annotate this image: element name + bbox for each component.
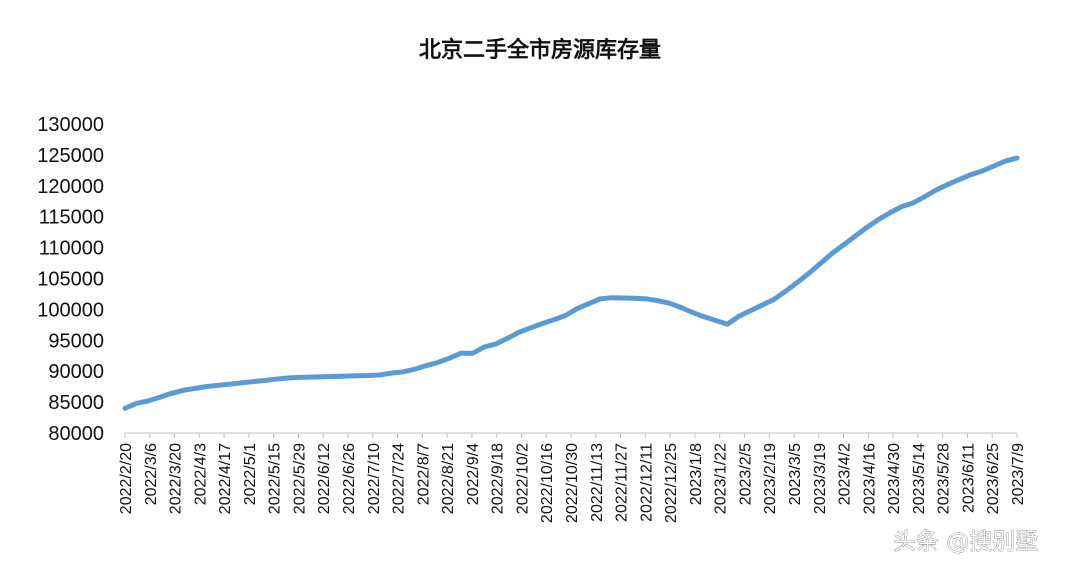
y-tick-label: 80000 xyxy=(48,423,104,445)
x-tick-label: 2023/4/30 xyxy=(886,443,903,514)
x-tick-label: 2023/1/22 xyxy=(713,443,730,514)
x-tick-label: 2023/2/19 xyxy=(762,443,779,514)
x-tick-label: 2022/7/10 xyxy=(366,443,383,514)
y-tick-label: 130000 xyxy=(37,114,104,136)
x-tick-label: 2023/2/5 xyxy=(737,443,754,505)
x-tick-label: 2023/4/16 xyxy=(861,443,878,514)
x-tick-label: 2023/5/14 xyxy=(911,443,928,514)
watermark-text: 头条 @搜别墅 xyxy=(893,529,1038,555)
x-tick-label: 2022/12/25 xyxy=(663,443,680,523)
series-line xyxy=(122,155,1020,411)
x-tick-label: 2022/3/6 xyxy=(143,443,160,505)
y-tick-label: 105000 xyxy=(37,269,104,291)
chart-title: 北京二手全市房源库存量 xyxy=(419,37,661,63)
x-tick-label: 2022/3/20 xyxy=(168,443,185,514)
x-tick-label: 2022/8/7 xyxy=(415,443,432,505)
y-axis-ticks: 130000 125000 120000 115000 110000 105000 1000… xyxy=(37,114,104,445)
x-tick-label: 2022/2/20 xyxy=(118,443,135,514)
x-tick-label: 2022/9/4 xyxy=(465,443,482,505)
x-tick-label: 2023/3/5 xyxy=(787,443,804,505)
x-axis-ticks: 2022/2/20 2022/3/6 2022/3/20 2022/4/3 2022/4… xyxy=(118,433,1027,523)
x-tick-label: 2023/6/25 xyxy=(985,443,1002,514)
x-tick-label: 2023/3/19 xyxy=(812,443,829,514)
x-tick-label: 2022/4/3 xyxy=(192,443,209,505)
y-tick-label: 125000 xyxy=(37,145,104,167)
x-tick-label: 2022/6/26 xyxy=(341,443,358,514)
x-tick-label: 2023/5/28 xyxy=(936,443,953,514)
x-tick-label: 2022/12/11 xyxy=(638,443,655,522)
y-tick-label: 85000 xyxy=(48,392,104,414)
y-tick-label: 95000 xyxy=(48,330,104,352)
x-tick-label: 2023/7/9 xyxy=(1010,443,1027,505)
x-tick-label: 2022/10/16 xyxy=(539,443,556,523)
y-tick-label: 115000 xyxy=(39,207,104,229)
x-tick-label: 2022/5/15 xyxy=(267,443,284,514)
x-tick-label: 2023/4/2 xyxy=(837,443,854,505)
y-tick-label: 100000 xyxy=(37,299,104,321)
y-tick-label: 90000 xyxy=(48,361,104,383)
x-tick-label: 2023/1/8 xyxy=(688,443,705,505)
x-tick-label: 2022/11/13 xyxy=(589,443,606,522)
x-tick-label: 2022/6/12 xyxy=(316,443,333,514)
y-tick-label: 110000 xyxy=(39,238,104,260)
y-tick-label: 120000 xyxy=(37,176,104,198)
x-tick-label: 2022/5/1 xyxy=(242,443,259,505)
x-tick-label: 2022/9/18 xyxy=(490,443,507,514)
x-tick-label: 2022/7/24 xyxy=(391,443,408,514)
x-tick-label: 2022/10/2 xyxy=(514,443,531,514)
x-tick-label: 2022/10/30 xyxy=(564,443,581,523)
x-tick-label: 2022/8/21 xyxy=(440,443,457,514)
x-tick-label: 2023/6/11 xyxy=(960,443,977,513)
x-tick-label: 2022/4/17 xyxy=(217,443,234,514)
x-tick-label: 2022/5/29 xyxy=(291,443,308,514)
x-tick-label: 2022/11/27 xyxy=(614,443,631,522)
